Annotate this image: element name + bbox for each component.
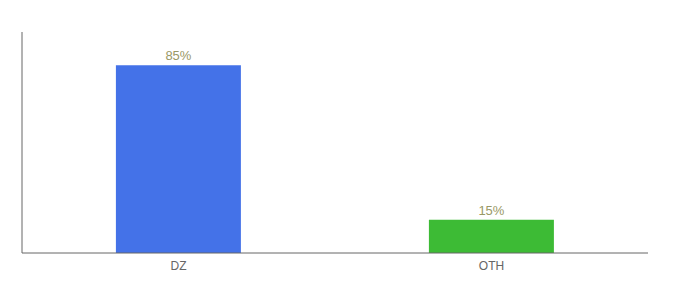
svg-text:15%: 15% — [478, 203, 504, 218]
svg-text:OTH: OTH — [479, 259, 504, 273]
svg-text:DZ: DZ — [171, 259, 187, 273]
svg-text:85%: 85% — [165, 48, 191, 63]
